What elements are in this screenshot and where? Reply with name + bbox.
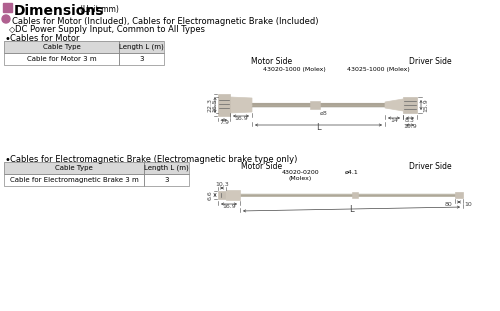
Text: L: L: [349, 206, 354, 215]
Text: Driver Side: Driver Side: [408, 162, 452, 171]
Text: L: L: [316, 123, 321, 132]
Bar: [455, 192, 463, 198]
Bar: [144, 162, 189, 174]
Bar: [3, 3, 12, 12]
Bar: [4, 53, 164, 65]
Bar: [119, 53, 164, 65]
Text: 6.6: 6.6: [208, 190, 213, 200]
Bar: [403, 97, 417, 113]
Bar: [4, 174, 144, 186]
Text: 16.5: 16.5: [212, 98, 217, 112]
Text: 10: 10: [464, 202, 472, 207]
Text: Length L (m): Length L (m): [119, 44, 164, 50]
Text: 10.3: 10.3: [215, 183, 229, 188]
Text: Cables for Electromagnetic Brake (Electromagnetic brake type only): Cables for Electromagnetic Brake (Electr…: [10, 155, 298, 164]
Text: •: •: [5, 34, 11, 44]
Text: Motor Side: Motor Side: [252, 57, 292, 66]
Bar: [119, 41, 164, 53]
Text: 7.9: 7.9: [219, 120, 229, 126]
Bar: [144, 174, 189, 186]
Bar: [4, 162, 144, 174]
Bar: [4, 41, 164, 53]
Text: 43025-1000 (Molex): 43025-1000 (Molex): [346, 67, 410, 72]
Text: 80: 80: [444, 202, 452, 207]
Text: (Unit mm): (Unit mm): [80, 5, 119, 14]
Bar: [352, 192, 358, 198]
Text: 3: 3: [139, 56, 144, 62]
Text: 8.3: 8.3: [405, 118, 415, 123]
Text: Cable for Electromagnetic Brake 3 m: Cable for Electromagnetic Brake 3 m: [10, 177, 138, 183]
Text: Cables for Motor: Cables for Motor: [10, 34, 80, 43]
Text: Motor Side: Motor Side: [242, 162, 282, 171]
Text: Length L (m): Length L (m): [144, 165, 189, 171]
Text: ø4.1: ø4.1: [345, 170, 359, 175]
Text: 43020-0200
(Molex): 43020-0200 (Molex): [281, 170, 319, 181]
Text: 14: 14: [390, 118, 398, 123]
Text: 43020-1000 (Molex): 43020-1000 (Molex): [262, 67, 326, 72]
Bar: [310, 101, 320, 109]
Text: 16.9: 16.9: [234, 117, 248, 122]
Text: Cable Type: Cable Type: [55, 165, 93, 171]
Text: DC Power Supply Input, Common to All Types: DC Power Supply Input, Common to All Typ…: [15, 26, 205, 35]
Text: ø8: ø8: [320, 111, 328, 116]
Text: Cable Type: Cable Type: [42, 44, 80, 50]
Text: Dimensions: Dimensions: [14, 4, 104, 18]
Text: 3: 3: [164, 177, 169, 183]
Text: Cables for Motor (Included), Cables for Electromagnetic Brake (Included): Cables for Motor (Included), Cables for …: [12, 17, 318, 26]
Bar: [4, 53, 119, 65]
Bar: [226, 190, 240, 200]
Text: •: •: [5, 155, 11, 165]
Text: ◇: ◇: [9, 26, 16, 35]
Polygon shape: [385, 99, 403, 111]
Polygon shape: [230, 97, 252, 113]
Text: 22.3: 22.3: [208, 98, 213, 112]
Bar: [218, 94, 230, 116]
Bar: [4, 162, 189, 174]
Text: 15.9: 15.9: [423, 98, 428, 112]
Text: Driver Side: Driver Side: [408, 57, 452, 66]
Circle shape: [2, 15, 10, 23]
Bar: [4, 174, 189, 186]
Bar: [4, 41, 119, 53]
Text: 16.9: 16.9: [222, 205, 236, 210]
Text: 10.9: 10.9: [403, 124, 417, 129]
Bar: [218, 191, 226, 199]
Text: Cable for Motor 3 m: Cable for Motor 3 m: [26, 56, 96, 62]
